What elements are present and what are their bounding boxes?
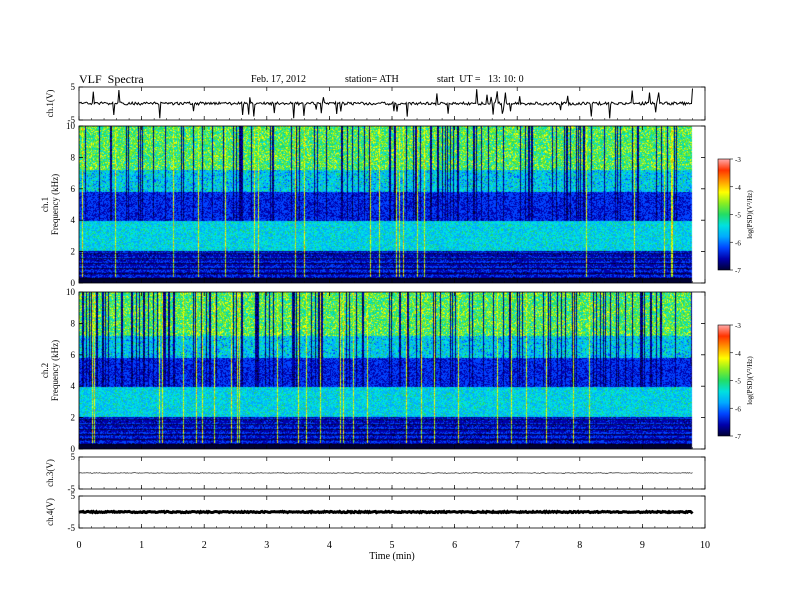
ch2-spectrogram-ytick-label: 2 — [71, 413, 76, 423]
x-tick-label: 9 — [640, 540, 645, 551]
date-label: Feb. 17, 2012 — [251, 74, 306, 85]
ch1-waveform-line — [78, 88, 693, 119]
ch2-spectrogram-ylabel-line: ch.2 — [40, 363, 50, 378]
ch1-spectrogram-image — [79, 126, 705, 283]
ch2-spectrogram-ytick-label: 4 — [71, 381, 76, 391]
ch1-colorbar-tick-label: -3 — [735, 156, 741, 164]
ch1-colorbar-tick-label: -4 — [735, 184, 741, 192]
figure-title: VLF Spectra — [79, 72, 144, 86]
ch1-spectrogram-ytick-label: 10 — [66, 121, 76, 131]
ch1-spectrogram-ytick-label: 6 — [71, 184, 76, 194]
x-tick-label: 2 — [202, 540, 207, 551]
station-label: station= ATH — [345, 74, 399, 85]
ch1-waveform-ytick-label: -5 — [68, 115, 76, 125]
ch4-waveform-ytick-label: -5 — [68, 523, 76, 533]
ch1-spectrogram-ytick-label: 0 — [71, 278, 76, 288]
ch1-colorbar-label: log(PSD)(V²/Hz) — [746, 190, 754, 239]
ch2-colorbar-tick-label: -4 — [735, 350, 741, 358]
ch4-waveform-ylabel: ch.4(V) — [45, 498, 55, 526]
ch3-waveform-ytick-label: 5 — [71, 452, 76, 462]
ch1-waveform-ylabel: ch.1(V) — [45, 90, 55, 118]
ch2-colorbar-tick-label: -5 — [735, 378, 741, 386]
x-tick-label: 10 — [700, 540, 710, 551]
ch2-spectrogram-image — [79, 292, 705, 449]
ch1-spectrogram-ylabel-line: Frequency (kHz) — [50, 174, 60, 235]
ch1-colorbar-tick-label: -6 — [735, 239, 741, 247]
x-tick-label: 8 — [577, 540, 582, 551]
ch2-spectrogram-ytick-label: 10 — [66, 287, 76, 297]
x-tick-label: 0 — [77, 540, 82, 551]
x-axis-label: Time (min) — [369, 551, 414, 562]
ch1-spectrogram-ytick-label: 8 — [71, 152, 76, 162]
x-tick-label: 4 — [327, 540, 332, 551]
ch2-colorbar-label: log(PSD)(V²/Hz) — [746, 356, 754, 405]
ch2-spectrogram-ytick-label: 0 — [71, 444, 76, 454]
ch1-spectrogram-ylabel-line: ch.1 — [40, 197, 50, 212]
ch2-colorbar-tick-label: -7 — [735, 433, 741, 441]
ch2-spectrogram-ylabel-line: Frequency (kHz) — [50, 340, 60, 401]
ch2-spectrogram-ytick-label: 6 — [71, 350, 76, 360]
ch3-waveform-ylabel: ch.3(V) — [45, 459, 55, 487]
x-tick-label: 6 — [452, 540, 457, 551]
ch4-waveform-line — [78, 509, 694, 515]
x-tick-label: 1 — [139, 540, 144, 551]
ch2-colorbar-tick-label: -3 — [735, 322, 741, 330]
ch1-spectrogram-ytick-label: 2 — [71, 247, 76, 257]
ch1-colorbar — [717, 158, 731, 271]
ch2-colorbar-tick-label: -6 — [735, 405, 741, 413]
ch4-waveform-ytick-label: 5 — [71, 491, 76, 501]
ch2-spectrogram-ytick-label: 8 — [71, 318, 76, 328]
x-tick-label: 5 — [390, 540, 395, 551]
ch1-spectrogram-ytick-label: 4 — [71, 215, 76, 225]
start-time-label: start UT = 13: 10: 0 — [437, 74, 524, 85]
ch3-waveform-ytick-label: -5 — [68, 484, 76, 494]
ch1-colorbar-tick-label: -5 — [735, 212, 741, 220]
ch2-colorbar — [717, 324, 731, 437]
x-tick-label: 7 — [515, 540, 520, 551]
ch1-waveform-ytick-label: 5 — [71, 82, 76, 92]
ch3-waveform-line — [78, 472, 693, 474]
x-tick-label: 3 — [264, 540, 269, 551]
ch1-colorbar-tick-label: -7 — [735, 267, 741, 275]
